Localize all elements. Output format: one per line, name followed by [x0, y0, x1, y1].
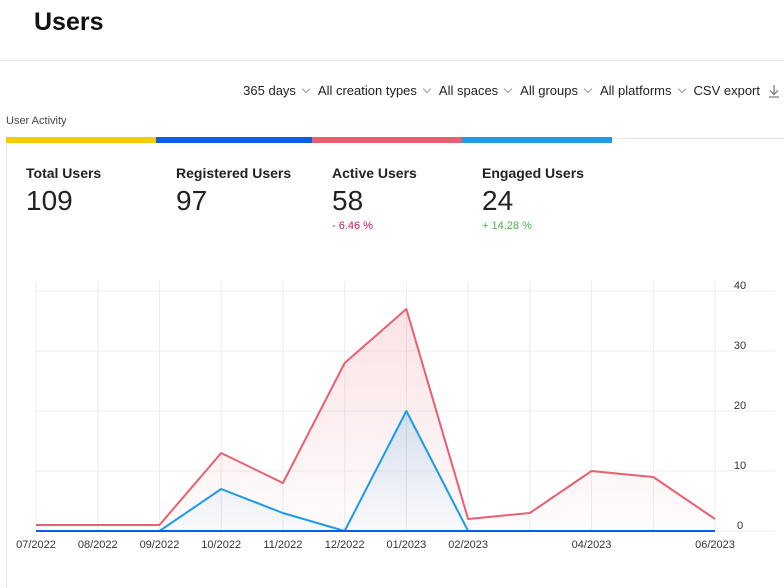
stat-label: Active Users	[332, 165, 417, 181]
user-activity-chart: 0 10 20 30 40 07/2022 08/2022 09/2022 10/2022 11/…	[16, 280, 775, 551]
chart-y-tick-label: 30	[734, 340, 746, 352]
chart-x-tick-label: 09/2022	[140, 539, 180, 551]
filter-bar: 365 days All creation types All spaces A…	[234, 83, 780, 98]
registered-users-color-bar	[156, 137, 312, 143]
download-icon	[769, 84, 779, 98]
chevron-down-icon	[422, 84, 432, 93]
page-header: Users	[0, 0, 784, 61]
filter-date-range[interactable]: 365 days	[243, 83, 311, 98]
chart-x-tick-label: 12/2022	[325, 539, 365, 551]
stat-value: 109	[26, 185, 73, 216]
stat-change-positive: + 14.28 %	[482, 220, 532, 232]
stat-color-bars	[6, 137, 612, 143]
csv-export-button[interactable]: CSV export	[694, 83, 780, 98]
active-users-color-bar	[312, 137, 462, 143]
chart-y-tick-label: 40	[734, 280, 746, 292]
chevron-down-icon	[583, 84, 593, 93]
chart-x-tick-label: 10/2022	[201, 539, 241, 551]
chart-x-tick-label: 11/2022	[263, 539, 302, 551]
chart-y-tick-label: 20	[734, 400, 746, 412]
filter-platforms[interactable]: All platforms	[599, 83, 686, 98]
filter-label: All groups	[520, 83, 578, 98]
csv-export-label: CSV export	[693, 83, 760, 98]
chart-series-line	[36, 308, 716, 526]
chevron-down-icon	[503, 84, 513, 93]
chart-y-tick-label: 0	[737, 520, 743, 532]
filter-creation-types[interactable]: All creation types	[317, 83, 432, 98]
chart-x-tick-label: 08/2022	[78, 539, 118, 551]
stat-value: 97	[176, 185, 208, 216]
page-title: Users	[34, 8, 104, 36]
chart-x-tick-label: 01/2023	[386, 539, 426, 551]
engaged-users-color-bar	[462, 137, 612, 143]
stat-label: Total Users	[26, 165, 102, 181]
section-label: User Activity	[6, 115, 67, 127]
stat-total-users: Total Users 109	[26, 165, 101, 217]
chart-x-tick-label: 02/2023	[448, 539, 488, 551]
stat-label: Registered Users	[176, 165, 292, 181]
stat-registered-users: Registered Users 97	[176, 165, 291, 217]
filter-label: 365 days	[243, 83, 296, 98]
stat-value: 58	[332, 185, 364, 216]
stat-label: Engaged Users	[482, 165, 584, 181]
stat-change-negative: - 6.46 %	[332, 220, 373, 232]
chart-x-tick-label: 06/2023	[695, 539, 735, 551]
filter-groups[interactable]: All groups	[520, 83, 593, 98]
total-users-color-bar	[6, 137, 156, 143]
stat-active-users: Active Users 58 - 6.46 %	[332, 165, 417, 232]
chart-x-tick-label: 04/2023	[572, 539, 612, 551]
filter-label: All spaces	[438, 83, 499, 98]
chevron-down-icon	[301, 84, 311, 93]
stat-engaged-users: Engaged Users 24 + 14.28 %	[482, 165, 584, 232]
chart-series-area	[36, 309, 715, 531]
stat-value: 24	[482, 185, 514, 216]
filter-label: All platforms	[599, 83, 672, 98]
chevron-down-icon	[677, 84, 686, 93]
chart-y-tick-label: 10	[734, 460, 746, 472]
chart-x-tick-label: 07/2022	[16, 539, 56, 551]
filter-label: All creation types	[317, 83, 417, 98]
filter-spaces[interactable]: All spaces	[438, 83, 513, 98]
